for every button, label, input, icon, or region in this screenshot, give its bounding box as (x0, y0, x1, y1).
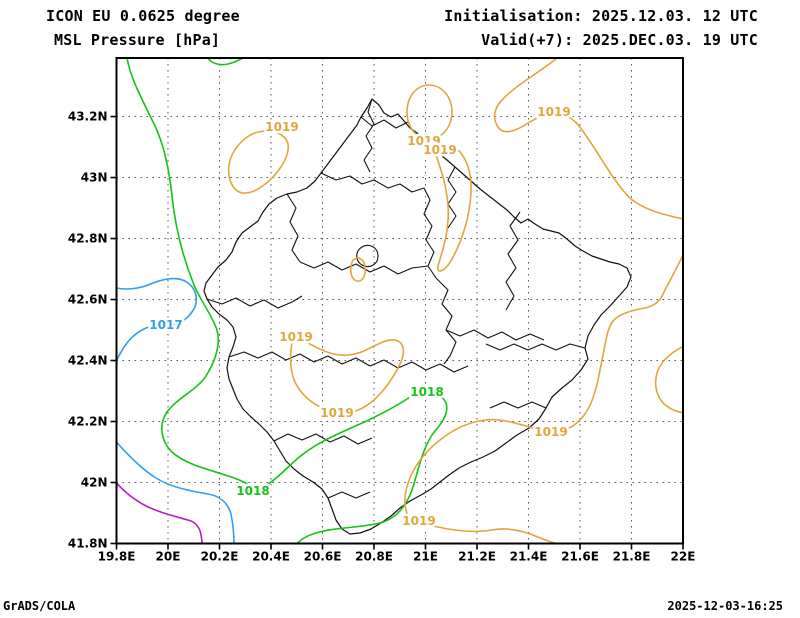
x-tick-label: 20.8E (355, 550, 393, 564)
plot-frame (115, 57, 684, 545)
municipality-border (206, 295, 303, 309)
municipality-border (435, 277, 457, 365)
x-tick-label: 21.4E (510, 550, 548, 564)
isobar-1019 (227, 130, 290, 194)
isobar-label-1019: 1019 (265, 120, 298, 134)
x-tick-label: 20.4E (252, 550, 290, 564)
y-tick-label: 43.2N (68, 110, 108, 124)
country-outline (203, 98, 632, 535)
isobar-1019 (430, 139, 472, 272)
municipality-border (356, 244, 379, 268)
y-tick-label: 42.6N (68, 293, 108, 307)
title-model-line: ICON EU 0.0625 degree (46, 7, 240, 25)
y-tick-label: 42.8N (68, 232, 108, 246)
isobar-label-1018: 1018 (410, 385, 443, 399)
x-tick-label: 19.8E (98, 550, 136, 564)
y-tick-label: 42N (81, 476, 108, 490)
x-tick-label: 20.6E (304, 550, 342, 564)
isobar-1019 (493, 58, 683, 220)
municipality-border (273, 433, 373, 445)
municipality-border (489, 401, 547, 409)
municipality-border (286, 193, 301, 263)
municipality-border (320, 172, 425, 193)
isobar-label-1019: 1019 (407, 134, 440, 148)
municipality-border (447, 166, 457, 229)
valid-time-line: Valid(+7): 2025.DEC.03. 19 UTC (481, 31, 758, 49)
municipality-border (445, 329, 545, 341)
x-tick-label: 21.8E (613, 550, 651, 564)
isobar-1017 (116, 440, 235, 544)
x-tick-label: 20.2E (201, 550, 239, 564)
y-tick-label: 41.8N (68, 537, 108, 551)
isobar-label-1019: 1019 (534, 425, 567, 439)
y-tick-label: 42.4N (68, 354, 108, 368)
isobar-label-1019: 1019 (423, 143, 456, 157)
municipality-border (327, 491, 371, 499)
y-tick-label: 43N (81, 171, 108, 185)
title-field-line: MSL Pressure [hPa] (54, 31, 221, 49)
x-tick-label: 20E (156, 550, 181, 564)
x-tick-label: 22E (671, 550, 696, 564)
creation-timestamp: 2025-12-03-16:25 (667, 599, 783, 613)
isobar-1019 (404, 254, 683, 544)
isobar-1017 (116, 277, 198, 363)
isobar-1018 (126, 58, 448, 544)
isobar-1019 (289, 336, 405, 414)
isobar-label-1019: 1019 (402, 514, 435, 528)
grads-credit: GrADS/COLA (3, 599, 76, 613)
municipality-border (360, 116, 409, 129)
isobar-1016 (116, 481, 203, 544)
x-tick-label: 21E (413, 550, 438, 564)
isobar-label-1019: 1019 (320, 406, 353, 420)
isobar-1018 (207, 58, 244, 66)
init-time-line: Initialisation: 2025.12.03. 12 UTC (444, 7, 758, 25)
isobar-label-1019: 1019 (279, 330, 312, 344)
municipality-border (485, 343, 586, 351)
isobar-label-1017: 1017 (149, 318, 182, 332)
x-tick-label: 21.2E (458, 550, 496, 564)
municipality-border (363, 98, 375, 173)
isobar-label-1018: 1018 (236, 484, 269, 498)
municipality-border (505, 211, 521, 311)
y-tick-label: 42.2N (68, 415, 108, 429)
isobar-1019 (349, 257, 366, 282)
municipality-border (369, 359, 469, 373)
isobar-1019 (654, 345, 683, 414)
x-tick-label: 21.6E (561, 550, 599, 564)
municipality-border (423, 187, 437, 279)
municipality-border (299, 261, 429, 275)
isobar-1019 (406, 84, 453, 140)
municipality-border (228, 351, 371, 367)
map-layer (116, 58, 683, 544)
isobar-label-1019: 1019 (537, 105, 570, 119)
